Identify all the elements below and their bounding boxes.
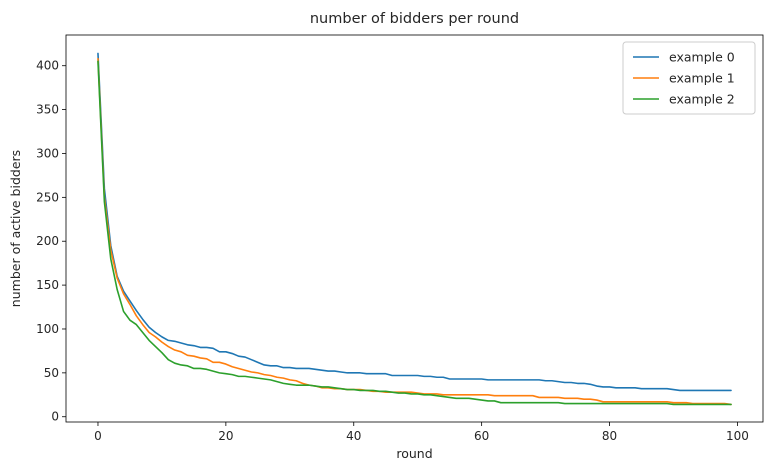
y-tick-label: 200	[36, 234, 59, 248]
plot-frame	[65, 34, 764, 423]
y-tick-label: 250	[36, 190, 59, 204]
y-axis-ticks: 0 50 100 150 200 250 300 350 400	[36, 59, 66, 424]
y-tick-label: 0	[51, 410, 59, 424]
x-tick-label: 80	[602, 429, 617, 443]
x-tick-label: 60	[474, 429, 489, 443]
x-tick-label: 40	[346, 429, 361, 443]
x-axis-label: round	[396, 446, 432, 461]
x-tick-label: 100	[726, 429, 749, 443]
series-layer	[97, 52, 732, 406]
y-tick-label: 350	[36, 103, 59, 117]
x-axis-ticks: 0 20 40 60 80 100	[94, 422, 749, 443]
y-tick-label: 400	[36, 59, 59, 73]
x-tick-label: 0	[94, 429, 102, 443]
y-tick-label: 300	[36, 146, 59, 160]
series-line-1	[97, 57, 732, 406]
y-axis-label: number of active bidders	[8, 150, 23, 307]
legend-label-2: example 2	[669, 92, 735, 107]
x-tick-label: 20	[218, 429, 233, 443]
legend-label-0: example 0	[669, 50, 735, 65]
chart-title: number of bidders per round	[310, 11, 519, 27]
legend-box	[622, 41, 756, 115]
series-line-0	[97, 52, 732, 392]
y-tick-label: 100	[36, 322, 59, 336]
y-tick-label: 150	[36, 278, 59, 292]
series-line-2	[97, 60, 732, 406]
legend-label-1: example 1	[669, 71, 735, 86]
legend: example 0 example 1 example 2	[622, 41, 756, 115]
y-tick-label: 50	[44, 366, 59, 380]
